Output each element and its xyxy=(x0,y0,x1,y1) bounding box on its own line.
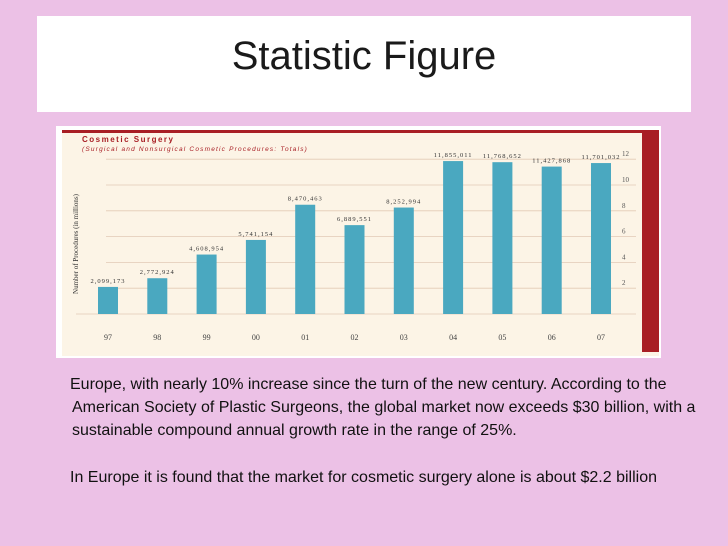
slide-title: Statistic Figure xyxy=(231,34,497,78)
y-tick-label: 2 xyxy=(622,279,626,287)
value-label: 8,252,994 xyxy=(386,199,421,206)
body-paragraph-2: In Europe it is found that the market fo… xyxy=(70,469,657,486)
y-tick-label: 8 xyxy=(622,202,626,210)
y-tick-label: 12 xyxy=(622,150,630,158)
bars-group xyxy=(98,161,611,314)
bar xyxy=(492,162,513,314)
title-box: Statistic Figure xyxy=(37,16,691,112)
x-tick-label: 05 xyxy=(498,333,506,342)
bar-chart: Cosmetic Surgery (Surgical and Nonsurgic… xyxy=(56,126,661,358)
bar xyxy=(147,278,168,314)
value-labels-group: 2,099,173 2,772,924 4,608,954 5,741,154 8,47… xyxy=(91,152,620,285)
bar xyxy=(443,161,464,314)
value-label: 11,855,011 xyxy=(434,152,473,159)
x-tick-labels-group: 97 98 99 00 01 02 03 04 05 06 07 xyxy=(104,333,605,342)
value-label: 5,741,154 xyxy=(238,231,273,238)
x-tick-label: 07 xyxy=(597,333,605,342)
bar xyxy=(541,166,562,314)
chart-title: Cosmetic Surgery xyxy=(82,135,174,144)
value-label: 2,772,924 xyxy=(140,269,175,276)
value-label: 11,768,652 xyxy=(483,153,522,160)
value-label: 11,427,868 xyxy=(532,158,571,165)
value-label: 4,608,954 xyxy=(189,246,224,253)
x-tick-label: 03 xyxy=(400,333,408,342)
bar xyxy=(344,225,365,314)
body-paragraph-1: Europe, with nearly 10% increase since t… xyxy=(70,376,696,439)
chart-header-band xyxy=(62,130,659,133)
x-tick-label: 01 xyxy=(301,333,309,342)
value-label: 8,470,463 xyxy=(288,196,323,203)
value-label: 11,701,032 xyxy=(581,154,620,161)
bar xyxy=(245,239,266,314)
bar xyxy=(295,204,316,314)
value-label: 2,099,173 xyxy=(91,278,126,285)
y-tick-label: 6 xyxy=(622,228,626,236)
chart-figure: Cosmetic Surgery (Surgical and Nonsurgic… xyxy=(56,126,661,358)
x-tick-label: 06 xyxy=(548,333,556,342)
bar xyxy=(98,286,118,314)
value-label: 6,889,551 xyxy=(337,216,372,223)
y-tick-label: 4 xyxy=(622,253,626,261)
bar xyxy=(393,207,414,314)
bar xyxy=(196,254,217,314)
y-axis-label: Number of Procedures (in millions) xyxy=(72,193,80,294)
x-tick-label: 04 xyxy=(449,333,457,342)
chart-subtitle: (Surgical and Nonsurgical Cosmetic Proce… xyxy=(82,146,308,153)
x-tick-label: 99 xyxy=(203,333,211,342)
x-tick-label: 00 xyxy=(252,333,260,342)
x-tick-label: 98 xyxy=(153,333,161,342)
x-tick-label: 02 xyxy=(351,333,359,342)
y-tick-labels-group: 2 4 6 8 10 12 xyxy=(622,150,630,287)
y-tick-label: 10 xyxy=(622,176,630,184)
x-tick-label: 97 xyxy=(104,333,112,342)
bar xyxy=(591,163,611,314)
chart-right-stripe xyxy=(642,130,659,352)
